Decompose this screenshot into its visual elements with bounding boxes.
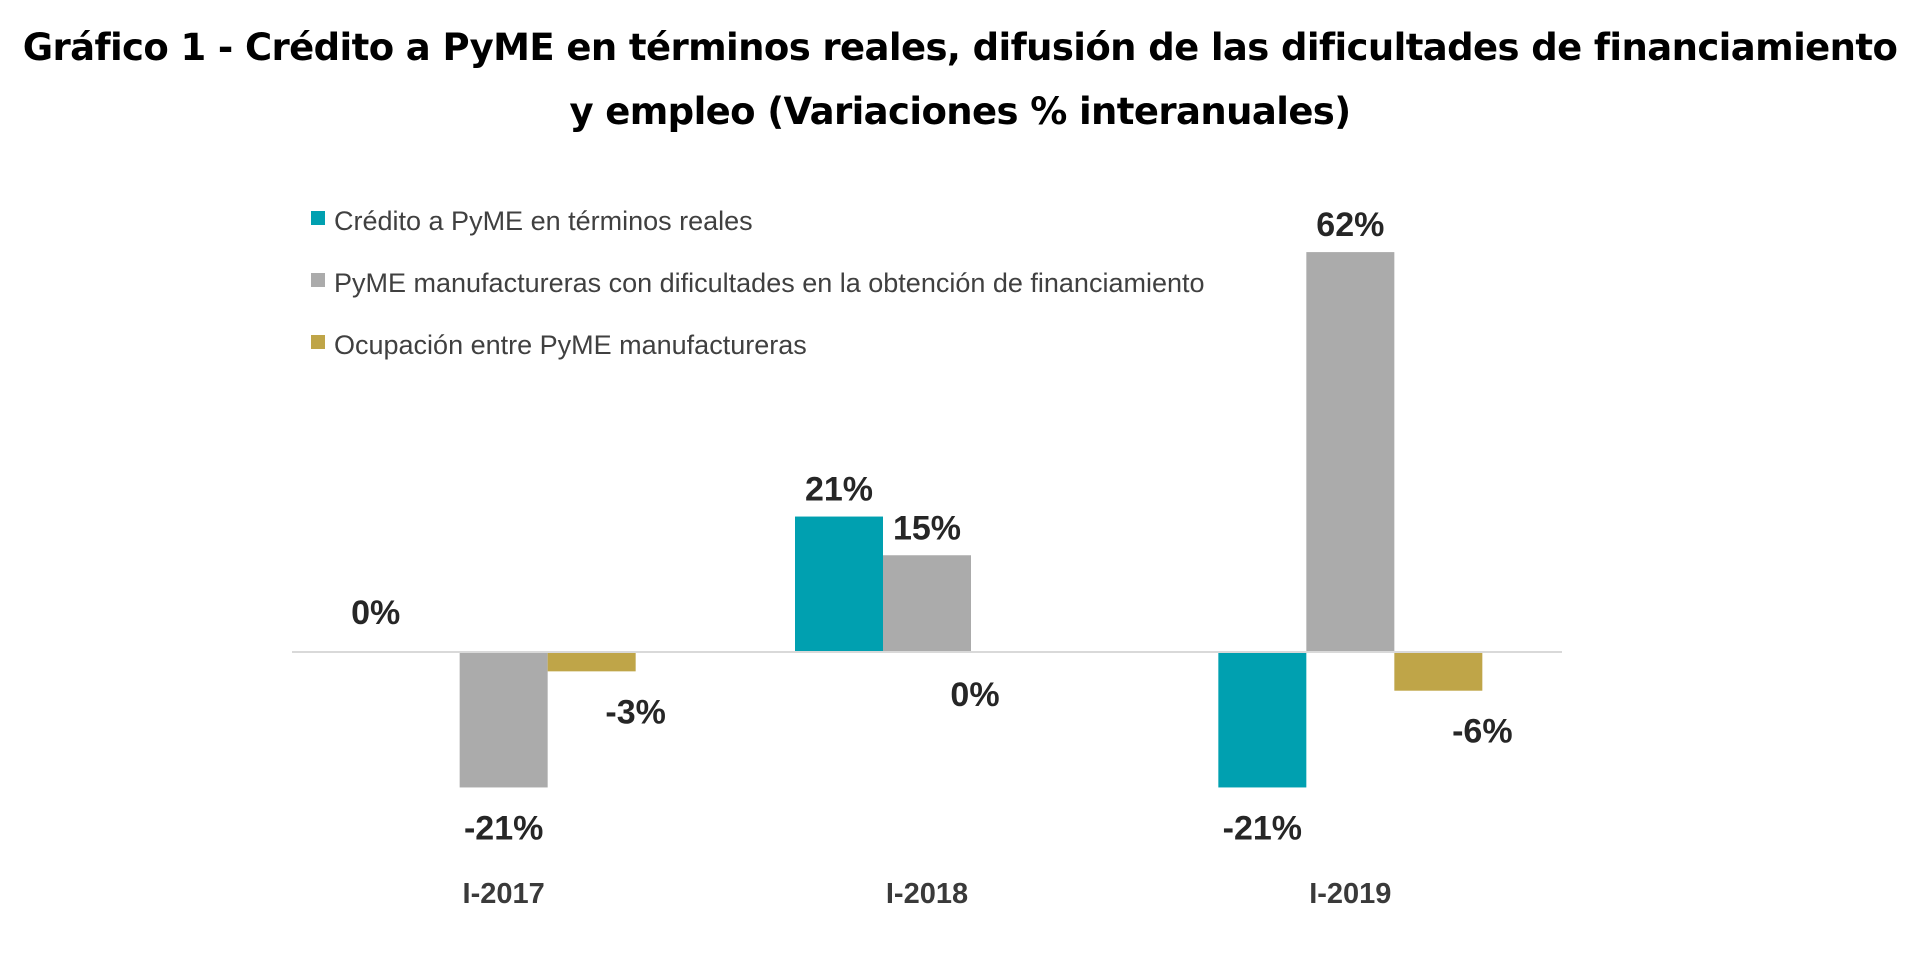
legend-label-3: Ocupación entre PyME manufactureras — [334, 330, 807, 360]
chart-value-labels: 0% -21% -3% 21% 15% 0% -21% 62% -6% — [351, 206, 1512, 847]
bar-i-2018-series-1 — [795, 516, 883, 652]
legend-label-2: PyME manufactureras con dificultades en … — [334, 268, 1205, 298]
data-label-i-2019-series-3: -6% — [1452, 713, 1512, 751]
data-label-i-2018-series-3: 0% — [950, 676, 999, 714]
bar-i-2017-series-2 — [459, 652, 548, 788]
chart-legend: Crédito a PyME en términos reales PyME ma… — [311, 206, 1205, 360]
bar-i-2019-series-2 — [1306, 252, 1395, 652]
bar-i-2017-series-3 — [547, 652, 636, 672]
data-label-i-2019-series-1: -21% — [1223, 809, 1302, 847]
bar-i-2018-series-2 — [883, 555, 971, 652]
category-label-i-2018: I-2018 — [886, 878, 968, 910]
bar-i-2019-series-3 — [1394, 652, 1483, 691]
data-label-i-2017-series-3: -3% — [605, 693, 665, 731]
data-label-i-2019-series-2: 62% — [1316, 206, 1384, 244]
bar-i-2019-series-1 — [1218, 652, 1307, 788]
data-label-i-2018-series-2: 15% — [893, 509, 961, 547]
chart-title: Gráfico 1 - Crédito a PyME en términos r… — [0, 16, 1920, 144]
legend-label-1: Crédito a PyME en términos reales — [334, 206, 753, 236]
chart-title-line-2: y empleo (Variaciones % interanuales) — [569, 90, 1351, 133]
category-label-i-2017: I-2017 — [463, 878, 545, 910]
legend-swatch-2 — [311, 273, 325, 287]
data-label-i-2018-series-1: 21% — [805, 471, 873, 509]
data-label-i-2017-series-2: -21% — [464, 809, 543, 847]
legend-swatch-1 — [311, 211, 325, 225]
data-label-i-2017-series-1: 0% — [351, 594, 400, 632]
chart-bars — [459, 252, 1483, 788]
chart-category-labels: I-2017 I-2018 I-2019 — [463, 878, 1392, 910]
legend-swatch-3 — [311, 335, 325, 349]
chart-title-line-1: Gráfico 1 - Crédito a PyME en términos r… — [22, 26, 1898, 69]
category-label-i-2019: I-2019 — [1309, 878, 1391, 910]
